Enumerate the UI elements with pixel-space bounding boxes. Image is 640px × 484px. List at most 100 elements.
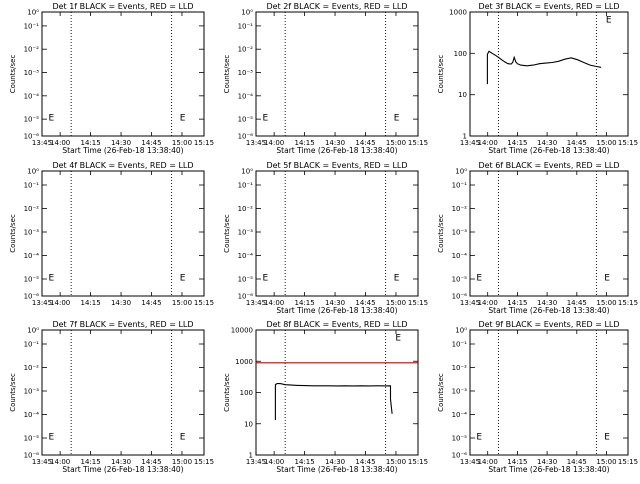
x-tick-label: 14:45 bbox=[141, 299, 161, 307]
y-tick-label: 10⁻⁶ bbox=[24, 452, 40, 460]
y-tick-label: 10⁰ bbox=[455, 327, 467, 335]
y-tick-label: 10⁻³ bbox=[24, 388, 40, 396]
y-tick-label: 10⁻³ bbox=[452, 388, 468, 396]
x-tick-label: 15:15 bbox=[408, 299, 428, 307]
x-tick-label: 14:15 bbox=[507, 458, 527, 466]
panel-title: Det 7f BLACK = Events, RED = LLD bbox=[52, 320, 193, 329]
y-tick-label: 10⁻⁴ bbox=[24, 411, 40, 419]
event-marker: E bbox=[48, 433, 54, 443]
panel-title: Det 6f BLACK = Events, RED = LLD bbox=[478, 161, 619, 170]
events-series-line bbox=[274, 383, 393, 420]
x-axis-label: Start Time (26-Feb-18 13:38:40) bbox=[276, 306, 397, 315]
x-tick-label: 14:30 bbox=[537, 139, 557, 147]
x-tick-label: 14:45 bbox=[355, 299, 375, 307]
y-tick-label: 1 bbox=[249, 452, 253, 460]
x-tick-label: 15:00 bbox=[386, 139, 406, 147]
y-tick-label: 100 bbox=[240, 389, 253, 397]
y-tick-label: 10⁻⁴ bbox=[238, 92, 254, 100]
plot-frame bbox=[41, 170, 205, 297]
y-tick-label: 10⁻² bbox=[24, 46, 40, 54]
y-tick-label: 10⁻³ bbox=[24, 229, 40, 237]
x-tick-label: 13:45 bbox=[246, 139, 266, 147]
y-tick-label: 10⁻⁴ bbox=[452, 411, 468, 419]
x-tick-label: 14:15 bbox=[81, 299, 101, 307]
plot-frame bbox=[255, 170, 419, 297]
y-tick-label: 10⁰ bbox=[241, 168, 253, 176]
y-tick-label: 10⁰ bbox=[241, 9, 253, 17]
x-tick-label: 14:00 bbox=[264, 299, 284, 307]
x-tick-label: 14:30 bbox=[111, 299, 131, 307]
panel-title: Det 4f BLACK = Events, RED = LLD bbox=[52, 161, 193, 170]
event-marker: E bbox=[476, 433, 482, 443]
event-marker: E bbox=[395, 334, 401, 344]
y-tick-label: 10⁻³ bbox=[24, 69, 40, 77]
y-tick-label: 10⁻⁶ bbox=[24, 293, 40, 301]
y-tick-label: 10 bbox=[458, 91, 467, 99]
panel-det-3: Det 3f BLACK = Events, RED = LLD13:4514:… bbox=[437, 2, 638, 155]
x-tick-label: 14:15 bbox=[295, 458, 315, 466]
y-tick-label: 10⁻⁵ bbox=[24, 276, 40, 284]
y-axis-label: Counts/sec bbox=[437, 55, 445, 94]
x-tick-label: 14:45 bbox=[355, 139, 375, 147]
x-tick-label: 13:45 bbox=[246, 458, 266, 466]
x-tick-label: 14:00 bbox=[478, 458, 498, 466]
x-tick-label: 15:15 bbox=[408, 458, 428, 466]
x-axis-label: Start Time (26-Feb-18 13:38:40) bbox=[62, 465, 183, 474]
y-tick-label: 10 bbox=[244, 420, 253, 428]
x-tick-label: 13:45 bbox=[460, 139, 480, 147]
x-tick-label: 14:15 bbox=[295, 139, 315, 147]
y-tick-label: 10⁻³ bbox=[238, 69, 254, 77]
y-tick-label: 10⁻⁴ bbox=[238, 252, 254, 260]
x-tick-label: 14:45 bbox=[567, 458, 587, 466]
x-tick-label: 14:30 bbox=[325, 299, 345, 307]
event-marker: E bbox=[604, 433, 610, 443]
event-marker: E bbox=[394, 274, 400, 284]
event-marker: E bbox=[180, 433, 186, 443]
y-axis-label: Counts/sec bbox=[9, 373, 17, 412]
x-tick-label: 15:00 bbox=[386, 458, 406, 466]
x-axis-label: Start Time (26-Feb-18 13:38:40) bbox=[276, 146, 397, 155]
x-axis-label: Start Time (26-Feb-18 13:38:40) bbox=[488, 146, 609, 155]
y-tick-label: 10⁻⁵ bbox=[238, 276, 254, 284]
x-tick-label: 15:00 bbox=[172, 299, 192, 307]
y-tick-label: 10⁻⁶ bbox=[452, 452, 468, 460]
panel-title: Det 2f BLACK = Events, RED = LLD bbox=[266, 2, 407, 11]
x-tick-label: 14:30 bbox=[537, 299, 557, 307]
y-tick-label: 10⁰ bbox=[27, 168, 39, 176]
event-marker: E bbox=[604, 274, 610, 284]
event-marker: E bbox=[180, 274, 186, 284]
y-tick-label: 1000 bbox=[449, 9, 467, 17]
y-tick-label: 10⁻¹ bbox=[238, 22, 254, 30]
x-tick-label: 14:45 bbox=[141, 139, 161, 147]
x-tick-label: 14:30 bbox=[111, 139, 131, 147]
y-tick-label: 10⁻³ bbox=[452, 229, 468, 237]
y-tick-label: 10⁻⁴ bbox=[452, 252, 468, 260]
plot-frame bbox=[41, 11, 205, 137]
x-tick-label: 15:15 bbox=[194, 139, 214, 147]
panel-det-4: Det 4f BLACK = Events, RED = LLD13:4514:… bbox=[9, 161, 214, 307]
x-axis-label: Start Time (26-Feb-18 13:38:40) bbox=[62, 146, 183, 155]
x-axis-label: Start Time (26-Feb-18 13:38:40) bbox=[488, 465, 609, 474]
x-tick-label: 14:00 bbox=[478, 139, 498, 147]
event-marker: E bbox=[606, 15, 612, 25]
y-tick-label: 1 bbox=[463, 133, 467, 141]
x-tick-label: 14:00 bbox=[50, 139, 70, 147]
x-tick-label: 15:00 bbox=[172, 458, 192, 466]
x-tick-label: 14:15 bbox=[507, 139, 527, 147]
x-tick-label: 15:15 bbox=[618, 458, 638, 466]
y-tick-label: 10000 bbox=[231, 327, 253, 335]
x-tick-label: 13:45 bbox=[32, 139, 52, 147]
y-tick-label: 100 bbox=[454, 50, 467, 58]
x-tick-label: 14:00 bbox=[264, 458, 284, 466]
plot-frame bbox=[255, 11, 419, 137]
y-tick-label: 10⁻¹ bbox=[238, 182, 254, 190]
panel-det-7: Det 7f BLACK = Events, RED = LLD13:4514:… bbox=[9, 320, 214, 474]
panel-det-6: Det 6f BLACK = Events, RED = LLD 13:45 14:… bbox=[437, 161, 638, 315]
x-tick-label: 13:45 bbox=[460, 299, 480, 307]
plot-frame bbox=[469, 170, 629, 297]
y-tick-label: 10⁻⁶ bbox=[238, 293, 254, 301]
x-tick-label: 14:15 bbox=[295, 299, 315, 307]
x-tick-label: 15:00 bbox=[172, 139, 192, 147]
